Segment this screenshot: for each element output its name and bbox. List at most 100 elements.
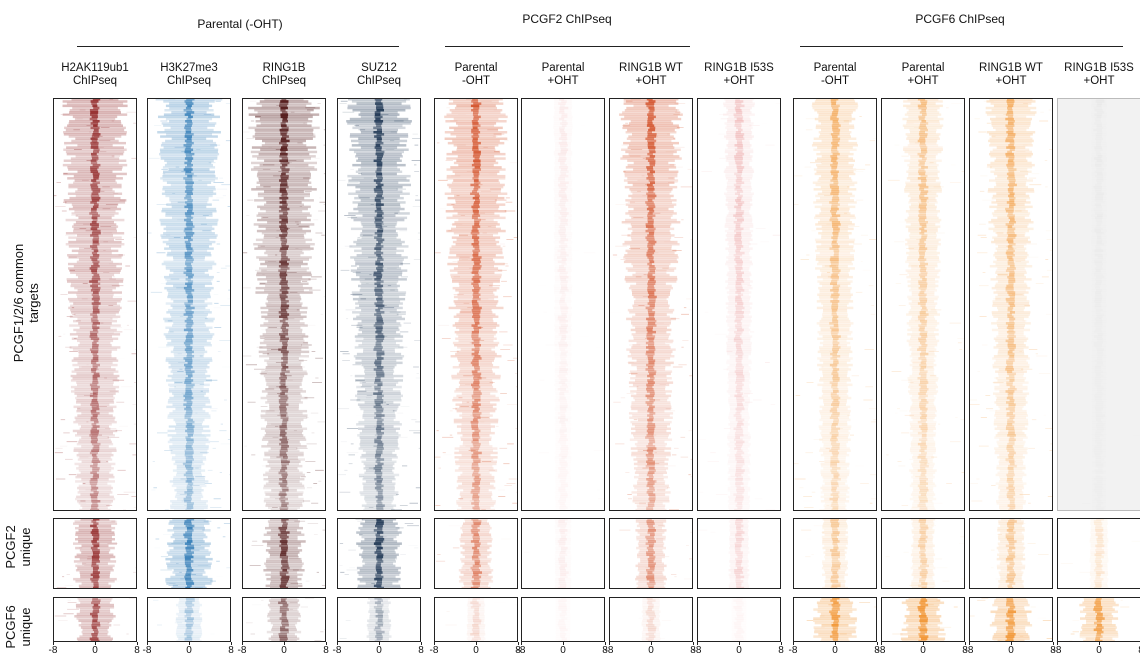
x-tick-mark-col8-2: [877, 642, 878, 645]
row-label-common-line1: PCGF1/2/6 common: [11, 243, 26, 363]
heatmap-panel-col4-row0: [434, 98, 518, 511]
column-label-2: RING1B ChIPseq: [224, 62, 344, 88]
column-label-10-line1: RING1B WT: [979, 62, 1043, 74]
column-label-8: Parental -OHT: [775, 62, 895, 88]
x-tick-label-col1-0: -8: [142, 645, 152, 656]
heatmap-panel-col10-row1: [969, 518, 1053, 589]
x-tick-label-col5-1: 0: [560, 645, 566, 656]
heatmap-panel-col10-row2: [969, 597, 1053, 642]
x-tick-label-col8-1: 0: [832, 645, 838, 656]
heatmap-panel-col6-row2: [609, 597, 693, 642]
x-tick-label-col4-2: 8: [515, 645, 521, 656]
column-label-7-line1: RING1B I53S: [704, 62, 774, 74]
group-underline-pcgf6: [800, 46, 1123, 47]
heatmap-panel-col2-row1: [242, 518, 326, 589]
column-label-2-line1: RING1B: [262, 62, 306, 74]
column-label-0: H2AK119ub1 ChIPseq: [35, 62, 155, 88]
heatmap-panel-col4-row2: [434, 597, 518, 642]
x-tick-mark-col8-0: [793, 642, 794, 645]
heatmap-panel-col3-row1: [337, 518, 421, 589]
row-label-pcgf6: PCGF6 unique: [3, 592, 37, 662]
x-tick-mark-col6-2: [693, 642, 694, 645]
heatmap-panel-col2-row0: [242, 98, 326, 511]
x-tick-label-col4-1: 0: [473, 645, 479, 656]
row-label-pcgf2-line2: unique: [18, 527, 33, 567]
x-tick-mark-col9-0: [881, 642, 882, 645]
heatmap-panel-col9-row0: [881, 98, 965, 511]
x-tick-mark-col8-1: [835, 642, 836, 645]
x-tick-label-col4-0: -8: [429, 645, 439, 656]
x-tick-label-col2-1: 0: [281, 645, 287, 656]
x-tick-mark-col3-2: [421, 642, 422, 645]
row-label-common-line2: targets: [26, 283, 41, 323]
row-label-pcgf2: PCGF2 unique: [3, 512, 37, 582]
heatmap-panel-col11-row1: [1057, 518, 1140, 589]
x-tick-label-col0-0: -8: [48, 645, 58, 656]
row-label-common: PCGF1/2/6 common targets: [11, 223, 45, 383]
x-tick-label-col2-0: -8: [237, 645, 247, 656]
x-tick-label-col1-1: 0: [186, 645, 192, 656]
column-label-11: RING1B I53S +OHT: [1039, 62, 1140, 88]
column-label-7: RING1B I53S +OHT: [679, 62, 799, 88]
x-tick-label-col9-0: -8: [876, 645, 886, 656]
x-tick-mark-col5-1: [563, 642, 564, 645]
column-label-1-line1: H3K27me3: [160, 62, 218, 74]
group-underline-parental: [77, 46, 399, 47]
column-label-9: Parental +OHT: [863, 62, 983, 88]
heatmap-panel-col4-row1: [434, 518, 518, 589]
x-tick-mark-col1-1: [189, 642, 190, 645]
x-tick-mark-col0-1: [95, 642, 96, 645]
heatmap-panel-col1-row2: [147, 597, 231, 642]
heatmap-panel-col6-row0: [609, 98, 693, 511]
row-label-pcgf2-line1: PCGF2: [3, 525, 18, 569]
x-tick-label-col9-1: 0: [920, 645, 926, 656]
x-tick-mark-col0-0: [53, 642, 54, 645]
x-tick-mark-col9-1: [923, 642, 924, 645]
x-tick-label-col2-2: 8: [323, 645, 329, 656]
column-label-5-line2: +OHT: [547, 75, 579, 87]
column-label-9-line2: +OHT: [907, 75, 939, 87]
row-label-pcgf6-line2: unique: [18, 607, 33, 647]
heatmap-panel-col3-row2: [337, 597, 421, 642]
heatmap-panel-col1-row1: [147, 518, 231, 589]
column-label-0-line2: ChIPseq: [72, 75, 118, 87]
x-tick-mark-col11-0: [1057, 642, 1058, 645]
heatmap-panel-col3-row0: [337, 98, 421, 511]
heatmap-panel-col0-row0: [53, 98, 137, 511]
column-label-11-line2: +OHT: [1083, 75, 1115, 87]
x-tick-mark-col1-0: [147, 642, 148, 645]
column-label-3-line2: ChIPseq: [356, 75, 402, 87]
column-label-11-line1: RING1B I53S: [1064, 62, 1134, 74]
heatmap-panel-col8-row0: [793, 98, 877, 511]
heatmap-panel-col5-row0: [521, 98, 605, 511]
column-label-0-line1: H2AK119ub1: [61, 62, 129, 74]
column-label-10-line2: +OHT: [995, 75, 1027, 87]
heatmap-panel-col6-row1: [609, 518, 693, 589]
x-tick-label-col7-2: 8: [778, 645, 784, 656]
x-tick-mark-col9-2: [965, 642, 966, 645]
x-tick-label-col6-1: 0: [648, 645, 654, 656]
x-tick-label-col8-0: -8: [788, 645, 798, 656]
x-tick-mark-col5-0: [521, 642, 522, 645]
heatmap-panel-col5-row2: [521, 597, 605, 642]
x-tick-mark-col0-2: [137, 642, 138, 645]
column-label-3-line1: SUZ12: [361, 62, 397, 74]
x-tick-mark-col1-2: [231, 642, 232, 645]
group-title-pcgf6: PCGF6 ChIPseq: [915, 12, 1005, 26]
heatmap-panel-col8-row2: [793, 597, 877, 642]
x-tick-mark-col2-1: [284, 642, 285, 645]
x-tick-label-col10-2: 8: [1050, 645, 1056, 656]
x-tick-mark-col3-0: [337, 642, 338, 645]
group-title-parental: Parental (-OHT): [197, 17, 283, 31]
x-tick-label-col8-2: 8: [874, 645, 880, 656]
column-label-1-line2: ChIPseq: [166, 75, 212, 87]
heatmap-panel-col9-row2: [881, 597, 965, 642]
x-tick-label-col9-2: 8: [962, 645, 968, 656]
column-label-4: Parental -OHT: [416, 62, 536, 88]
column-label-5-line1: Parental: [541, 62, 585, 74]
x-tick-mark-col3-1: [379, 642, 380, 645]
column-label-2-line2: ChIPseq: [261, 75, 307, 87]
x-tick-label-col3-2: 8: [418, 645, 424, 656]
group-title-pcgf2: PCGF2 ChIPseq: [522, 12, 612, 26]
heatmap-panel-col11-row0: [1057, 98, 1140, 511]
